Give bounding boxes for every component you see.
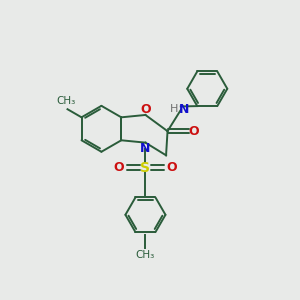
Text: CH₃: CH₃	[136, 250, 155, 260]
Text: CH₃: CH₃	[56, 96, 76, 106]
Text: H: H	[170, 104, 178, 114]
Text: O: O	[140, 103, 151, 116]
Text: O: O	[167, 161, 177, 174]
Text: N: N	[140, 142, 151, 155]
Text: O: O	[114, 161, 124, 174]
Text: S: S	[140, 161, 151, 175]
Text: O: O	[189, 125, 199, 138]
Text: N: N	[178, 103, 189, 116]
